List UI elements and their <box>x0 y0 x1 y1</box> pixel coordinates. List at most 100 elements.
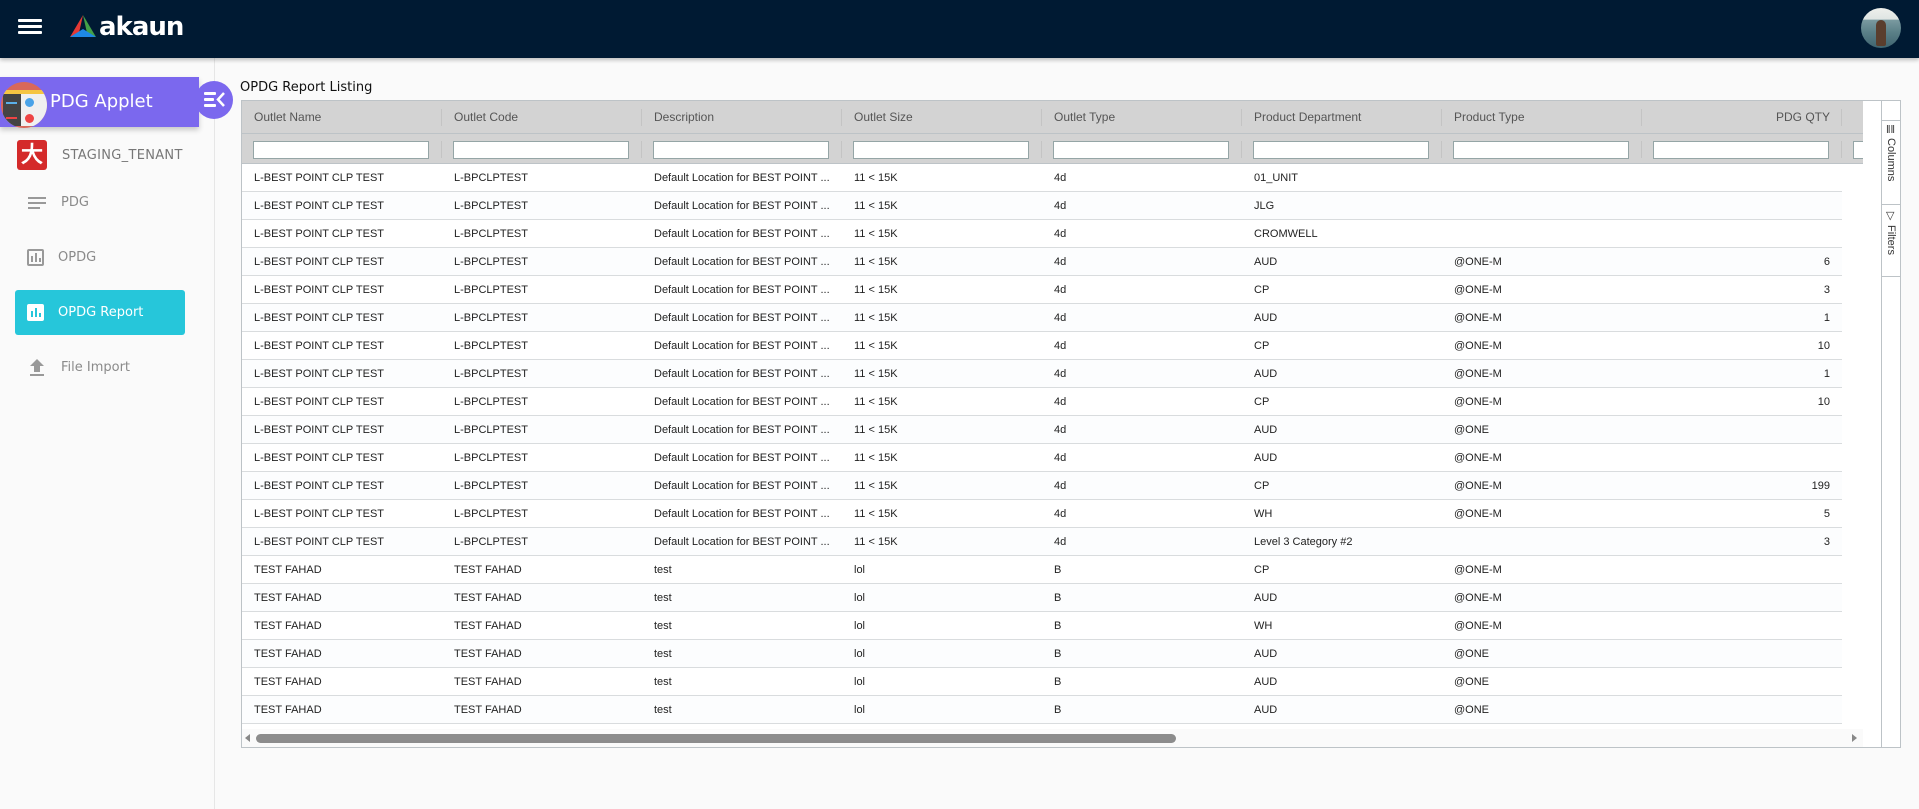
cell-product-department: CP <box>1254 340 1270 352</box>
cell-outlet-name: L-BEST POINT CLP TEST <box>254 200 385 212</box>
filter-input-outlet-name[interactable] <box>253 141 429 159</box>
cell-product-department: AUD <box>1254 452 1278 464</box>
cell-outlet-code: L-BPCLPTEST <box>454 340 528 352</box>
columns-icon: ‖‖ <box>1886 124 1896 136</box>
cell-description: test <box>654 704 672 716</box>
table-row[interactable]: TEST FAHAD TEST FAHAD test lol B AUD @ONE <box>242 640 1842 668</box>
filter-input-outlet-code[interactable] <box>453 141 629 159</box>
cell-outlet-type: 4d <box>1054 480 1067 492</box>
cell-outlet-code: L-BPCLPTEST <box>454 424 528 436</box>
column-header-outlet-size[interactable]: Outlet Size <box>842 101 1042 134</box>
table-row[interactable]: L-BEST POINT CLP TEST L-BPCLPTEST Default … <box>242 276 1842 304</box>
sidebar-item-pdg[interactable]: PDG <box>15 180 185 225</box>
cell-description: Default Location for BEST POINT ... <box>654 172 830 184</box>
cell-outlet-name: L-BEST POINT CLP TEST <box>254 452 385 464</box>
table-row[interactable]: L-BEST POINT CLP TEST L-BPCLPTEST Default … <box>242 500 1842 528</box>
columns-panel-button[interactable]: ‖‖ Columns <box>1882 121 1900 205</box>
table-row[interactable]: TEST FAHAD TEST FAHAD test lol B WH @ONE-M <box>242 612 1842 640</box>
filter-input-next-column[interactable] <box>1853 141 1863 159</box>
column-header-product-type[interactable]: Product Type <box>1442 101 1642 134</box>
cell-outlet-type: 4d <box>1054 256 1067 268</box>
sidebar-item-label: PDG <box>61 195 89 210</box>
cell-pdg-qty <box>1642 584 1842 612</box>
table-row[interactable]: L-BEST POINT CLP TEST L-BPCLPTEST Default … <box>242 472 1842 500</box>
cell-outlet-name: L-BEST POINT CLP TEST <box>254 480 385 492</box>
user-avatar[interactable] <box>1861 8 1901 48</box>
cell-outlet-name: TEST FAHAD <box>254 648 322 660</box>
cell-outlet-name: L-BEST POINT CLP TEST <box>254 312 385 324</box>
horizontal-scrollbar[interactable] <box>242 729 1863 747</box>
cell-outlet-type: 4d <box>1054 340 1067 352</box>
cell-outlet-name: TEST FAHAD <box>254 564 322 576</box>
filter-cell <box>1442 134 1642 164</box>
horizontal-scroll-thumb[interactable] <box>256 734 1176 743</box>
table-row[interactable]: L-BEST POINT CLP TEST L-BPCLPTEST Default … <box>242 360 1842 388</box>
filter-input-outlet-type[interactable] <box>1053 141 1229 159</box>
cell-product-department: WH <box>1254 620 1273 632</box>
filters-panel-button[interactable]: ▽ Filters <box>1882 205 1900 277</box>
cell-outlet-type: 4d <box>1054 424 1067 436</box>
sidebar-item-opdg[interactable]: OPDG <box>15 235 185 280</box>
collapse-sidebar-button[interactable] <box>195 81 233 119</box>
table-row[interactable]: L-BEST POINT CLP TEST L-BPCLPTEST Default … <box>242 388 1842 416</box>
table-row[interactable]: TEST FAHAD TEST FAHAD test lol B CP @ONE-M <box>242 556 1842 584</box>
table-row[interactable]: TEST FAHAD TEST FAHAD test lol B AUD @ONE <box>242 668 1842 696</box>
brand-logo[interactable]: akaun <box>70 12 184 42</box>
cell-product-department: CP <box>1254 564 1270 576</box>
cell-outlet-code: L-BPCLPTEST <box>454 452 528 464</box>
cell-outlet-size: lol <box>854 648 866 660</box>
cell-outlet-type: 4d <box>1054 284 1067 296</box>
cell-outlet-type: 4d <box>1054 200 1067 212</box>
filter-input-product-department[interactable] <box>1253 141 1429 159</box>
column-header-outlet-code[interactable]: Outlet Code <box>442 101 642 134</box>
table-row[interactable]: L-BEST POINT CLP TEST L-BPCLPTEST Default … <box>242 528 1842 556</box>
cell-outlet-name: TEST FAHAD <box>254 592 322 604</box>
cell-pdg-qty <box>1642 444 1842 472</box>
filter-input-description[interactable] <box>653 141 829 159</box>
top-bar: akaun <box>0 0 1919 58</box>
filter-input-pdg-qty[interactable] <box>1653 141 1829 159</box>
cell-description: Default Location for BEST POINT ... <box>654 424 830 436</box>
cell-pdg-qty <box>1642 668 1842 696</box>
scroll-left-icon[interactable] <box>245 734 250 742</box>
column-header-outlet-name[interactable]: Outlet Name <box>242 101 442 134</box>
sidebar-item-opdg-report[interactable]: OPDG Report <box>15 290 185 335</box>
column-header-pdg-qty[interactable]: PDG QTY <box>1642 101 1842 134</box>
column-header-product-department[interactable]: Product Department <box>1242 101 1442 134</box>
header-row: Outlet Name Outlet Code Description Outlet … <box>242 101 1863 134</box>
chevron-left-icon <box>216 92 225 107</box>
cell-outlet-type: B <box>1054 592 1062 604</box>
cell-product-department: WH <box>1254 508 1273 520</box>
filter-row <box>242 134 1863 164</box>
table-row[interactable]: L-BEST POINT CLP TEST L-BPCLPTEST Default … <box>242 220 1842 248</box>
scroll-right-icon[interactable] <box>1852 734 1857 742</box>
table-row[interactable]: L-BEST POINT CLP TEST L-BPCLPTEST Default … <box>242 248 1842 276</box>
table-row[interactable]: TEST FAHAD TEST FAHAD test lol B AUD @ONE-M <box>242 584 1842 612</box>
cell-outlet-type: 4d <box>1054 312 1067 324</box>
tenant-selector[interactable]: 大 STAGING_TENANT <box>17 140 183 170</box>
cell-outlet-size: 11 < 15K <box>854 284 898 296</box>
column-header-outlet-type[interactable]: Outlet Type <box>1042 101 1242 134</box>
table-row[interactable]: TEST FAHAD TEST FAHAD test lol B AUD @ONE <box>242 696 1842 724</box>
filter-cell <box>1242 134 1442 164</box>
column-header-description[interactable]: Description <box>642 101 842 134</box>
sidebar-item-label: File Import <box>61 360 131 375</box>
sidebar-item-file-import[interactable]: File Import <box>15 345 185 390</box>
table-row[interactable]: L-BEST POINT CLP TEST L-BPCLPTEST Default … <box>242 332 1842 360</box>
filter-input-product-type[interactable] <box>1453 141 1629 159</box>
table-row[interactable]: L-BEST POINT CLP TEST L-BPCLPTEST Default … <box>242 164 1842 192</box>
bar-chart-icon <box>27 304 44 321</box>
page-title: OPDG Report Listing <box>240 80 373 95</box>
filter-input-outlet-size[interactable] <box>853 141 1029 159</box>
brand-name: akaun <box>99 12 184 42</box>
cell-outlet-type: 4d <box>1054 368 1067 380</box>
cell-description: Default Location for BEST POINT ... <box>654 396 830 408</box>
table-row[interactable]: L-BEST POINT CLP TEST L-BPCLPTEST Default … <box>242 192 1842 220</box>
cell-outlet-type: 4d <box>1054 172 1067 184</box>
table-row[interactable]: L-BEST POINT CLP TEST L-BPCLPTEST Default … <box>242 444 1842 472</box>
cell-outlet-code: L-BPCLPTEST <box>454 480 528 492</box>
table-row[interactable]: L-BEST POINT CLP TEST L-BPCLPTEST Default … <box>242 416 1842 444</box>
hamburger-menu-icon[interactable] <box>18 17 42 37</box>
cell-outlet-type: B <box>1054 620 1062 632</box>
table-row[interactable]: L-BEST POINT CLP TEST L-BPCLPTEST Default … <box>242 304 1842 332</box>
